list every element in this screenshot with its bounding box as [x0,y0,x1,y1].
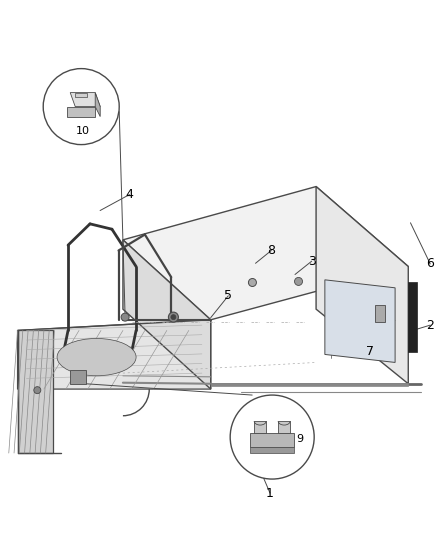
Polygon shape [123,240,210,389]
Text: 1: 1 [265,487,273,499]
Circle shape [34,386,41,394]
Text: 7: 7 [365,345,373,358]
Ellipse shape [57,338,136,376]
Text: 4: 4 [125,188,133,201]
Polygon shape [254,421,265,433]
Polygon shape [407,282,416,352]
Circle shape [294,277,302,286]
Polygon shape [315,187,407,384]
Circle shape [170,314,176,320]
Polygon shape [70,370,85,384]
Polygon shape [324,280,394,362]
Circle shape [248,278,256,287]
Circle shape [168,312,178,322]
Polygon shape [278,421,290,433]
Text: 2: 2 [425,319,433,332]
Polygon shape [210,383,407,386]
Text: 10: 10 [76,126,90,135]
Circle shape [43,69,119,144]
Polygon shape [75,93,87,96]
Circle shape [121,313,129,321]
Polygon shape [123,187,407,320]
Polygon shape [67,107,95,117]
Polygon shape [18,320,210,389]
Polygon shape [95,93,100,117]
Text: 5: 5 [224,289,232,302]
Polygon shape [250,433,293,447]
Text: 3: 3 [307,255,315,268]
Polygon shape [18,330,53,453]
Polygon shape [374,305,385,322]
Polygon shape [250,447,293,453]
Polygon shape [70,93,100,107]
Text: 6: 6 [425,257,433,270]
Circle shape [230,395,314,479]
Text: 8: 8 [267,244,275,257]
Text: 9: 9 [296,434,303,444]
